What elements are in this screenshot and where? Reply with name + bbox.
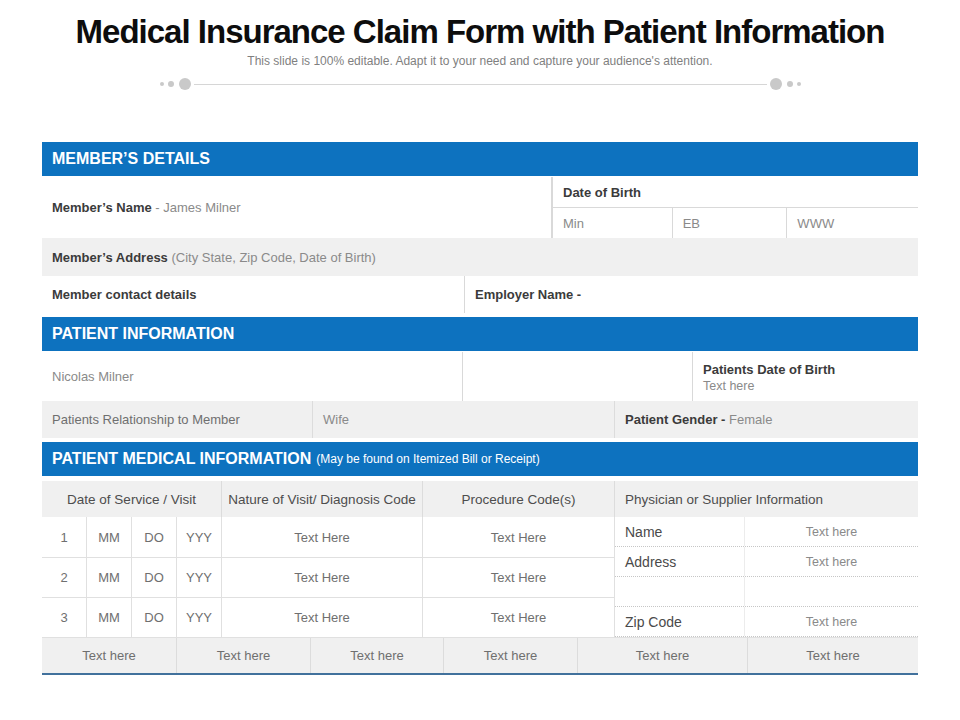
table-row: 2 MM DO YYY Text Here Text Here — [42, 557, 615, 597]
decor-dot-small-right — [797, 82, 801, 86]
patient-information-header-label: PATIENT INFORMATION — [52, 325, 234, 343]
visit-day-field[interactable]: DO — [132, 558, 177, 597]
member-dob-day-field[interactable]: EB — [673, 208, 788, 238]
member-name-label: Member’s Name — [52, 200, 152, 215]
procedure-code-field[interactable]: Text Here — [423, 598, 615, 637]
footer-text-field[interactable]: Text here — [177, 638, 311, 673]
member-address-hint: (City State, Zip Code, Date of Birth) — [171, 250, 375, 265]
column-physician-info: Physician or Supplier Information — [615, 481, 918, 517]
footer-text-field[interactable]: Text here — [311, 638, 444, 673]
member-name-value[interactable]: - James Milner — [155, 200, 240, 215]
physician-address-label: Address — [615, 547, 745, 576]
visit-number: 3 — [42, 598, 87, 637]
claim-form: MEMBER’S DETAILS Member’s Name - James M… — [42, 142, 918, 675]
medical-table-body: 1 MM DO YYY Text Here Text Here 2 MM DO … — [42, 517, 918, 637]
patient-name-field[interactable]: Nicolas Milner — [42, 352, 463, 401]
decor-dot-large-right — [770, 78, 782, 90]
patient-medical-header-note: (May be found on Itemized Bill or Receip… — [316, 452, 539, 466]
visit-month-field[interactable]: MM — [87, 517, 132, 557]
physician-info-block: Name Text here Address Text here Zip Cod… — [615, 517, 918, 637]
member-address-row: Member’s Address (City State, Zip Code, … — [42, 238, 918, 276]
patient-relationship-value[interactable]: Wife — [313, 401, 615, 438]
physician-address-row: Address Text here — [615, 547, 918, 577]
member-contact-row: Member contact details Employer Name - — [42, 276, 918, 313]
physician-name-label: Name — [615, 517, 745, 546]
decor-dot-medium-right — [787, 81, 793, 87]
decor-dot-large-left — [179, 78, 191, 90]
page-subtitle: This slide is 100% editable. Adapt it to… — [0, 54, 960, 68]
table-row: 3 MM DO YYY Text Here Text Here — [42, 597, 615, 637]
footer-text-field[interactable]: Text here — [444, 638, 578, 673]
patient-relationship-row: Patients Relationship to Member Wife Pat… — [42, 401, 918, 438]
footer-text-field[interactable]: Text here — [748, 638, 918, 673]
visit-day-field[interactable]: DO — [132, 598, 177, 637]
visit-month-field[interactable]: MM — [87, 558, 132, 597]
patient-relationship-label: Patients Relationship to Member — [42, 401, 313, 438]
table-row: 1 MM DO YYY Text Here Text Here — [42, 517, 615, 557]
member-address-label: Member’s Address — [52, 250, 168, 265]
patient-gender-cell: Patient Gender - Female — [615, 401, 918, 438]
members-details-header-label: MEMBER’S DETAILS — [52, 150, 210, 168]
employer-name-field[interactable]: Employer Name - — [465, 276, 918, 313]
patient-empty-cell[interactable] — [463, 352, 693, 401]
physician-name-field[interactable]: Text here — [745, 517, 918, 546]
patient-gender-label: Patient Gender - — [625, 412, 725, 427]
patient-dob-label: Patients Date of Birth — [703, 362, 835, 377]
member-dob-year-field[interactable]: WWW — [787, 208, 918, 238]
member-dob-block: Date of Birth Min EB WWW — [552, 177, 918, 238]
footer-text-field[interactable]: Text here — [42, 638, 177, 673]
visit-month-field[interactable]: MM — [87, 598, 132, 637]
procedure-code-field[interactable]: Text Here — [423, 558, 615, 597]
visit-number: 2 — [42, 558, 87, 597]
footer-row: Text here Text here Text here Text here … — [42, 637, 918, 673]
decor-line — [194, 84, 767, 85]
member-name-row: Member’s Name - James Milner Date of Bir… — [42, 177, 918, 238]
visit-day-field[interactable]: DO — [132, 517, 177, 557]
physician-name-row: Name Text here — [615, 517, 918, 547]
member-address-cell[interactable]: Member’s Address (City State, Zip Code, … — [42, 238, 376, 276]
visit-year-field[interactable]: YYY — [177, 598, 222, 637]
patient-medical-header-label: PATIENT MEDICAL INFORMATION — [52, 450, 311, 468]
visit-year-field[interactable]: YYY — [177, 558, 222, 597]
nature-of-visit-field[interactable]: Text Here — [222, 598, 423, 637]
member-dob-month-field[interactable]: Min — [553, 208, 673, 238]
column-nature-of-visit: Nature of Visit/ Diagnosis Code — [222, 481, 423, 517]
nature-of-visit-field[interactable]: Text Here — [222, 558, 423, 597]
patient-name-row: Nicolas Milner Patients Date of Birth Te… — [42, 352, 918, 401]
member-contact-field[interactable]: Member contact details — [42, 276, 465, 313]
visit-year-field[interactable]: YYY — [177, 517, 222, 557]
section-header-members-details: MEMBER’S DETAILS — [42, 142, 918, 176]
physician-address-field[interactable]: Text here — [745, 547, 918, 576]
physician-empty-row — [615, 577, 918, 607]
patient-gender-value[interactable]: Female — [729, 412, 772, 427]
physician-zipcode-label: Zip Code — [615, 607, 745, 636]
physician-zipcode-field[interactable]: Text here — [745, 607, 918, 636]
patient-dob-value[interactable]: Text here — [703, 379, 754, 393]
nature-of-visit-field[interactable]: Text Here — [222, 517, 423, 557]
procedure-code-field[interactable]: Text Here — [423, 517, 615, 557]
physician-empty-field[interactable] — [745, 577, 918, 606]
physician-empty-label — [615, 577, 745, 606]
column-procedure-codes: Procedure Code(s) — [423, 481, 615, 517]
member-dob-label: Date of Birth — [553, 177, 918, 208]
footer-text-field[interactable]: Text here — [578, 638, 748, 673]
page-title: Medical Insurance Claim Form with Patien… — [0, 13, 960, 51]
title-divider — [158, 77, 803, 91]
bottom-accent-line — [42, 673, 918, 675]
medical-table-header: Date of Service / Visit Nature of Visit/… — [42, 481, 918, 517]
decor-dot-medium-left — [168, 81, 174, 87]
visit-number: 1 — [42, 517, 87, 557]
column-date-of-service: Date of Service / Visit — [42, 481, 222, 517]
member-name-cell[interactable]: Member’s Name - James Milner — [42, 177, 552, 238]
section-header-patient-information: PATIENT INFORMATION — [42, 317, 918, 351]
section-header-patient-medical-information: PATIENT MEDICAL INFORMATION (May be foun… — [42, 442, 918, 476]
member-dob-cells: Min EB WWW — [553, 208, 918, 238]
service-visit-rows: 1 MM DO YYY Text Here Text Here 2 MM DO … — [42, 517, 615, 637]
physician-zipcode-row: Zip Code Text here — [615, 607, 918, 637]
patient-dob-cell: Patients Date of Birth Text here — [693, 352, 918, 401]
decor-dot-small-left — [160, 82, 164, 86]
